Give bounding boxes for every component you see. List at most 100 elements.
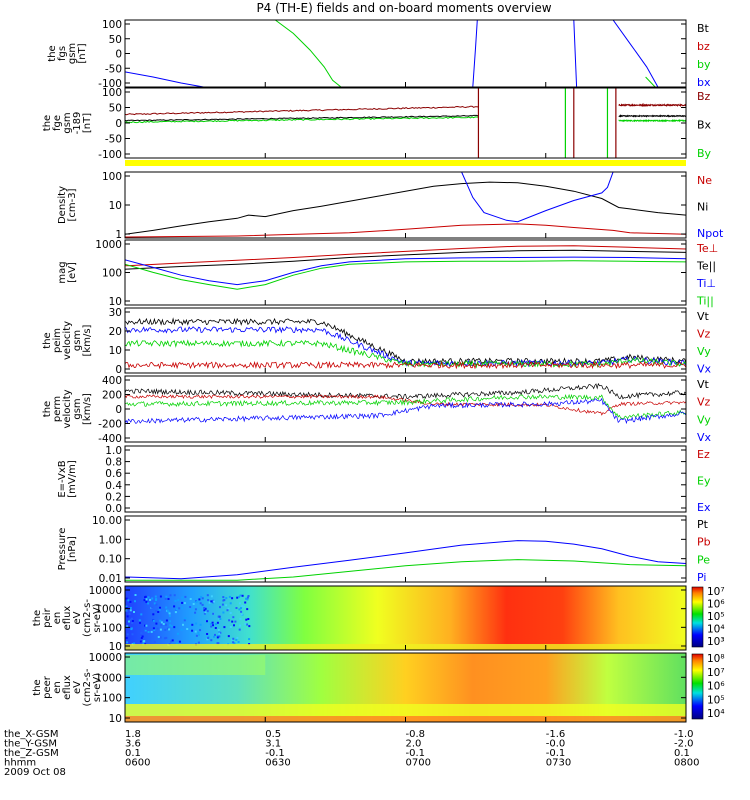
spectrogram-pixel: [194, 630, 197, 633]
y-axis-label-line: [mV/m]: [67, 460, 78, 498]
spectrogram-pixel: [126, 615, 129, 618]
spectrogram-pixel: [197, 641, 200, 644]
spectrogram-pixel: [154, 595, 157, 598]
spectrogram-pixel: [160, 621, 163, 624]
legend-entry: Te||: [696, 259, 716, 272]
series-line-Vt: [125, 382, 686, 400]
footer-value: -0.8: [406, 729, 426, 740]
spectrogram-pixel: [228, 619, 231, 622]
y-tick-label: 0.10: [99, 554, 122, 566]
y-tick-label: 30: [109, 307, 122, 319]
y-axis-label-line: sr-eV): [92, 673, 103, 702]
spectrogram-pixel: [160, 623, 163, 626]
footer-value: 0700: [406, 758, 431, 769]
spectrogram-pixel: [244, 622, 247, 625]
footer-row-label: the_Y-GSM: [4, 739, 57, 750]
spectrogram-pixel: [227, 607, 230, 610]
panel-density: 100 10 1 Density [cm-3] Ne Ni Npot: [57, 171, 724, 241]
series-line-Npot: [461, 172, 614, 223]
spectrogram-pixel: [229, 602, 232, 605]
spectrogram-pixel: [168, 612, 171, 615]
y-axis-label-line: perm: [52, 396, 63, 422]
legend-entry: by: [697, 58, 711, 71]
spectrogram-pixel: [240, 610, 243, 613]
colorbar-tick-label: 10⁶: [707, 681, 725, 693]
spectrogram-pixel: [128, 620, 130, 623]
spectrogram-pixel: [125, 607, 128, 609]
y-axis-label-line: (cm2-s-: [82, 599, 93, 637]
spectrogram-pixel: [195, 600, 198, 603]
y-tick-label: 0.0: [105, 503, 122, 515]
spectrogram-pixel: [125, 605, 128, 608]
legend-entry: By: [697, 147, 712, 160]
legend-entry: Vt: [697, 310, 710, 323]
spectrogram-pixel: [127, 599, 130, 602]
y-tick-label: 10: [109, 200, 122, 212]
y-axis-label-line: (cm2-s-: [82, 668, 93, 706]
y-tick-label: 400: [102, 375, 122, 387]
spectrogram-pixel: [222, 599, 225, 602]
legend-entry: Bx: [697, 119, 712, 132]
y-tick-label: 1.00: [99, 534, 122, 546]
legend-entry: Vy: [697, 413, 711, 426]
legend-entry: Bt: [697, 22, 710, 35]
panel-temp: 1000 100 10 mag [eV] Te⊥ Te|| Ti⊥ Ti||: [57, 239, 718, 308]
spectrogram-pixel: [155, 622, 158, 625]
y-axis-label-line: the: [47, 45, 58, 61]
y-axis-label-line: the: [32, 610, 43, 626]
spectrogram-pixel: [198, 633, 200, 636]
legend-entry: Ni: [697, 201, 708, 214]
spectrogram-pixel: [222, 611, 225, 614]
y-tick-label: 100: [102, 171, 122, 183]
spectrogram-pixel: [182, 623, 184, 626]
series-line-By: [618, 118, 686, 123]
colorbar-tick-label: 10⁴: [707, 708, 725, 720]
plot-area-temp: [125, 245, 686, 290]
spectrogram-pixel: [180, 628, 183, 631]
spectrogram-pixel: [228, 595, 231, 598]
y-tick-label: 0.2: [105, 491, 122, 503]
series-line-Bz: [125, 105, 479, 116]
spectrogram-pixel: [212, 612, 215, 615]
spectrogram-pixel: [183, 619, 186, 622]
y-axis-label-line: fgs: [57, 46, 68, 61]
y-tick-label: 0.8: [105, 457, 122, 469]
y-tick-label: 100: [102, 622, 122, 634]
y-tick-label: 0.6: [105, 468, 122, 480]
y-tick-label: 10: [109, 345, 122, 357]
spectrogram-pixel: [158, 608, 161, 611]
spectrogram-pixel: [199, 629, 201, 632]
spectrogram-pixel: [240, 607, 242, 610]
series-line-Pi: [125, 540, 686, 580]
spectrogram-pixel: [225, 597, 228, 600]
spectrogram-pixel: [144, 596, 146, 599]
y-tick-label: 50: [109, 103, 122, 115]
legend-entry: Ey: [697, 475, 711, 488]
spectrogram-pixel: [238, 602, 241, 605]
colorbar-tick-label: 10⁵: [707, 694, 725, 706]
spectrogram-pixel: [233, 624, 235, 627]
spectrogram-pixel: [237, 641, 240, 643]
spectrogram-pixel: [166, 627, 169, 630]
spectrogram-lowband: [125, 704, 686, 716]
spectrogram-pixel: [210, 600, 213, 603]
series-line-Vx: [125, 326, 686, 368]
spectrogram-pixel: [197, 631, 200, 634]
spectrogram-pixel: [168, 628, 171, 631]
spectrogram-pixel: [177, 632, 179, 635]
spectrogram-pixel: [206, 638, 209, 641]
spectrogram-pixel: [241, 594, 244, 597]
footer-value: 0.5: [265, 729, 281, 740]
colorbar-tick-label: 10³: [707, 636, 725, 648]
y-tick-label: 10: [109, 296, 122, 308]
spectrogram-pixel: [140, 613, 143, 616]
spectrogram-pixel: [203, 609, 206, 612]
y-axis-label-temp: mag [eV]: [57, 261, 78, 283]
series-line-Ti||: [125, 260, 686, 290]
legend-entry: Vx: [697, 431, 712, 444]
spectrogram-pixel: [231, 620, 234, 623]
footer-row-label: the_Z-GSM: [4, 748, 59, 759]
spectrogram-pixel: [126, 641, 129, 644]
y-axis-label-line: peir: [42, 607, 53, 627]
